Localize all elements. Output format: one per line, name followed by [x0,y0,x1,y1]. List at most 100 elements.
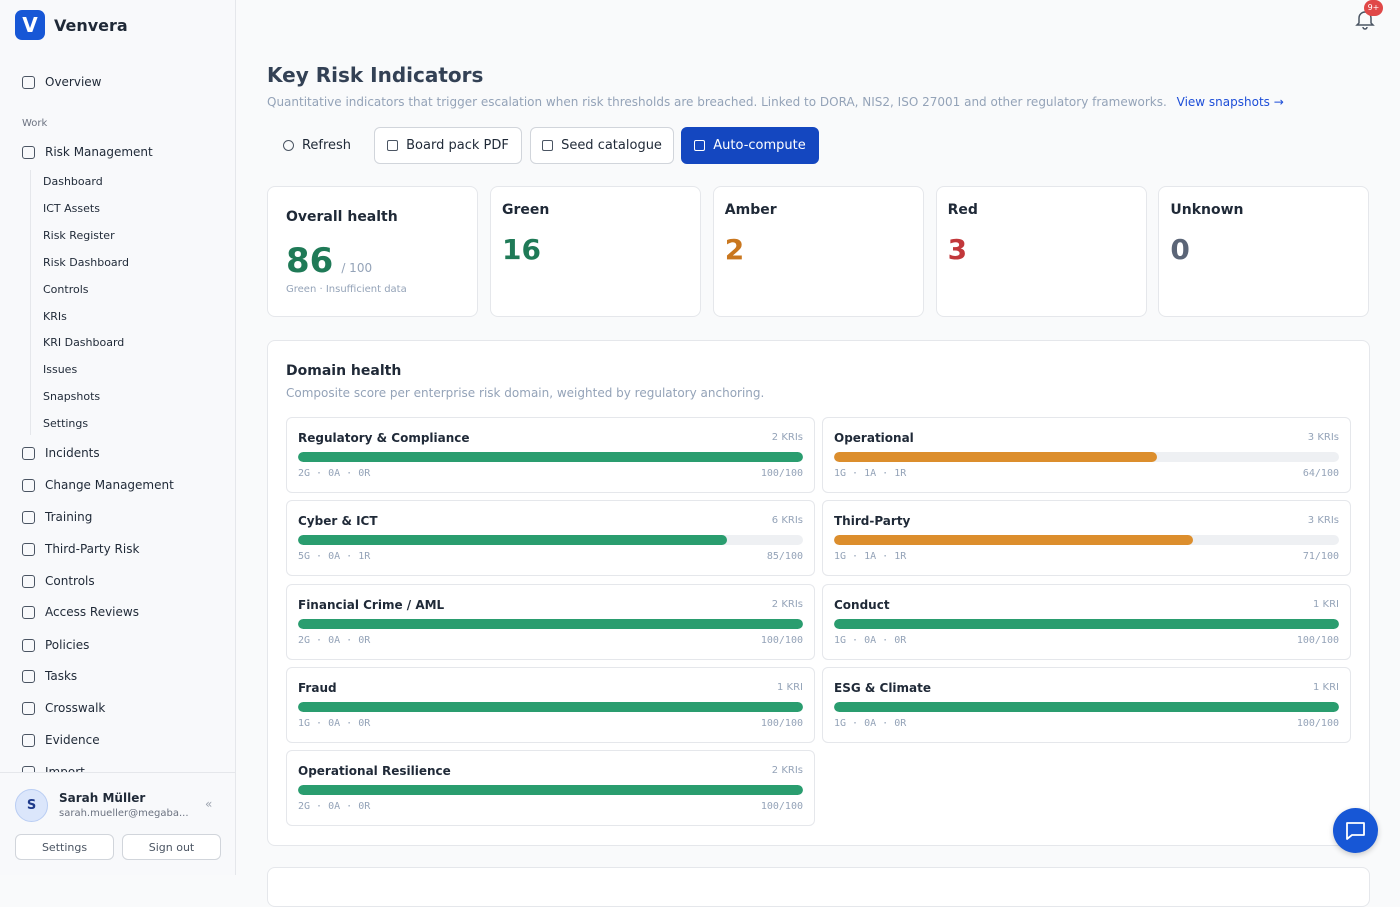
domain-counts: 2G · 0A · 0R [298,634,371,646]
nav-item[interactable]: Access Reviews [22,602,139,622]
nav-item[interactable]: Training [22,507,92,527]
stat-card: Unknown 0 [1158,186,1370,317]
nav-item[interactable]: Policies [22,635,89,655]
sub-nav-item[interactable]: KRI Dashboard [43,336,125,350]
domain-kri-count: 1 KRI [777,681,803,693]
sidebar: V Venvera Overview Work Risk Management Das… [0,0,236,875]
domain-name: Fraud [298,680,337,695]
next-card [267,867,1370,907]
domain-score: 100/100 [1296,634,1339,646]
section-subtitle: Composite score per enterprise risk doma… [286,386,765,400]
domain-counts: 5G · 0A · 1R [298,551,371,563]
domain-card: Operational 3 KRIs 1G · 1A · 1R 64/100 [822,417,1351,493]
page-title: Key Risk Indicators [267,63,484,87]
bar-track [834,701,1339,712]
bar [834,452,1158,462]
sub-nav-item[interactable]: Settings [43,417,89,431]
bar [834,701,1339,712]
action-button[interactable]: Refresh [267,127,367,164]
nav-section: Work [22,118,48,129]
nav-icon [22,638,35,652]
nav-label: Third-Party Risk [45,542,140,556]
avatar: S [15,789,48,822]
domain-name: ESG & Climate [834,680,932,695]
snapshots-link[interactable]: View snapshots → [1176,95,1284,109]
domain-score: 64/100 [1302,468,1339,479]
stat-out-of: / 100 [341,261,373,275]
sub-nav-item[interactable]: Controls [43,282,89,296]
domain-counts: 1G · 0A · 0R [834,634,907,646]
nav-label: Access Reviews [45,605,139,619]
domain-score: 100/100 [1296,717,1339,729]
stat-label: Overall health [286,209,398,225]
nav-item[interactable]: Overview [22,72,102,92]
notification-badge: 9+ [1364,0,1383,16]
bar-track [298,618,803,629]
bar-track [298,535,803,546]
domain-card: Operational Resilience 2 KRIs 2G · 0A · 0R… [286,750,815,827]
nav-item[interactable]: Incidents [22,443,100,463]
domain-counts: 2G · 0A · 0R [298,801,371,813]
domain-score: 85/100 [766,551,803,563]
nav-icon [22,733,35,747]
nav-icon [22,75,35,89]
domain-name: Financial Crime / AML [298,597,445,612]
bar-track [834,452,1339,462]
sub-nav-item[interactable]: Risk Dashboard [43,255,129,269]
domain-card: Financial Crime / AML 2 KRIs 2G · 0A · 0R 1… [286,583,815,660]
nav-item[interactable]: Tasks [22,666,77,686]
domain-name: Operational [834,431,914,445]
domain-kri-count: 1 KRI [1313,598,1339,610]
sign-out-button[interactable]: Sign out [122,834,221,860]
stat-value: 86 [286,241,334,281]
domain-counts: 2G · 0A · 0R [298,468,371,479]
bar [298,618,803,629]
domain-kri-count: 2 KRIs [771,432,803,443]
stat-value: 0 [1170,233,1190,266]
domain-score: 100/100 [760,801,803,813]
bar-track [834,618,1339,629]
action-button[interactable]: Board pack PDF [374,127,522,164]
button-icon [387,140,399,151]
sub-nav-item[interactable]: Snapshots [43,390,101,404]
settings-button[interactable]: Settings [15,834,114,860]
nav-icon [22,574,35,588]
tree-line [30,170,31,435]
nav-icon [22,446,35,460]
chat-button[interactable] [1333,808,1378,853]
domain-health-card: Domain health Composite score per enterp… [267,340,1370,846]
sub-nav-item[interactable]: ICT Assets [43,201,100,215]
nav-icon [22,145,35,159]
domain-counts: 1G · 0A · 0R [834,717,907,729]
overall-health-card: Overall health 86 / 100 Green · Insufficien… [267,186,478,317]
bar-track [834,535,1339,546]
nav-item[interactable]: Crosswalk [22,698,105,718]
page-description: Quantitative indicators that trigger esc… [267,95,1284,109]
collapse[interactable]: « [205,797,213,811]
nav-item[interactable]: Change Management [22,475,174,495]
sub-nav-item[interactable]: Dashboard [43,175,103,188]
action-button[interactable]: Seed catalogue [530,127,674,164]
button-label: Refresh [301,138,352,153]
nav-label: Tasks [45,669,78,683]
nav-item[interactable]: Risk Management [22,142,153,162]
button-icon [694,140,706,151]
stat-value-row: 86 / 100 [286,241,372,281]
nav-item[interactable]: Controls [22,571,95,591]
sub-nav-item[interactable]: Issues [43,363,78,377]
bar [298,452,803,462]
domain-name: Third-Party [834,514,911,529]
action-button[interactable]: Auto-compute [681,127,819,164]
sub-nav-item[interactable]: KRIs [43,309,67,323]
domain-card: Third-Party 3 KRIs 1G · 1A · 1R 71/100 [822,500,1351,577]
bar [834,618,1339,629]
sub-nav-item[interactable]: Risk Register [43,228,115,242]
nav-item[interactable]: Evidence [22,730,100,750]
nav-icon [22,510,35,524]
nav-icon [22,478,35,492]
user-panel: S Sarah Müller sarah.mueller@megaba... «… [0,772,235,875]
nav-label: Policies [45,638,90,652]
nav-label: Controls [45,574,95,588]
nav-item[interactable]: Third-Party Risk [22,539,139,559]
